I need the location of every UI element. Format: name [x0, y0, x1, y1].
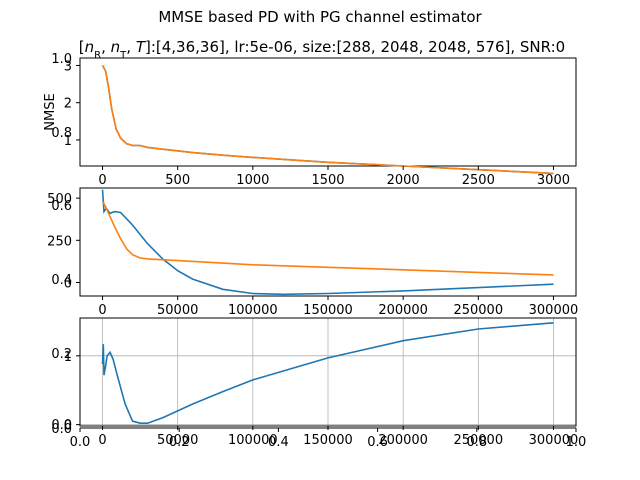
panel-middle: 0 50000 100000 150000 200000 250000 300000 0 25…: [47, 187, 579, 318]
top-series-line-1: [101, 65, 554, 175]
outer-x-ticks: 0.0 0.2 0.4 0.6 0.8 1.0: [70, 428, 587, 450]
bottom-x-tick-label: 150000: [303, 433, 353, 448]
bottom-x-tick-label: 250000: [453, 433, 503, 448]
middle-y2-tick-label: 0.4: [51, 273, 72, 288]
bottom-x-tick-label: 300000: [529, 433, 579, 448]
middle-y-tick-label: 0: [64, 277, 72, 292]
y-axis-label: NMSE: [43, 93, 58, 130]
middle-x-tick-label: 200000: [378, 303, 428, 318]
bottom-x-tick-label: 50000: [157, 433, 198, 448]
middle-series-line-0: [101, 189, 554, 296]
panel-middle-frame: [79, 187, 577, 297]
panel-top-frame: [79, 57, 577, 167]
top-x-tick-label: 1500: [311, 173, 344, 188]
bottom-x-tick-label: 200000: [378, 433, 428, 448]
bottom-series-line-0: [101, 322, 554, 424]
top-x-tick-label: 2000: [387, 173, 420, 188]
top-x-tick-label: 0: [98, 173, 106, 188]
outer-x-tick-label: 0.0: [70, 435, 91, 450]
panel-top: 0 500 1000 1500 2000 2500 3000 1 2 3 0.8 1.0 NMSE: [43, 52, 577, 188]
bottom-y-tick-label: 1: [64, 350, 72, 365]
middle-x-tick-label: 100000: [228, 303, 278, 318]
bottom-y-tick-label: 0: [64, 419, 72, 434]
outer-x-tick-label: 1.0: [566, 435, 587, 450]
middle-x-tick-label: 300000: [529, 303, 579, 318]
figure-title: MMSE based PD with PG channel estimator: [158, 8, 482, 26]
middle-y2-tick-label: 0.6: [51, 199, 72, 214]
outer-y-tick-label: 0.0: [51, 422, 72, 437]
middle-y-tick-label: 250: [47, 234, 72, 249]
bottom-y2-tick-label: 0.0: [51, 418, 72, 433]
top-x-tick-label: 500: [165, 173, 190, 188]
middle-x-tick-label: 0: [98, 303, 106, 318]
top-x-tick-label: 3000: [537, 173, 570, 188]
top-x-tick-label: 1000: [236, 173, 269, 188]
bottom-y2-tick-label: 0.2: [51, 347, 72, 362]
top-y-tick-label: 3: [64, 59, 72, 74]
outer-x-tick-label: 0.4: [268, 435, 289, 450]
middle-x-tick-label: 250000: [453, 303, 503, 318]
bottom-x-tick-label: 100000: [228, 433, 278, 448]
outer-x-tick-label: 0.8: [466, 435, 487, 450]
top-series-line-0: [101, 65, 554, 175]
axes-title: [nR, nT, T]:[4,36,36], lr:5e-06, size:[2…: [79, 38, 565, 61]
outer-axes: 0.0 0.2 0.4 0.6 0.8 1.0 0.0: [51, 422, 586, 450]
panel-bottom: 0 50000 100000 150000 200000 250000 300000 010…: [51, 317, 579, 448]
top-y2-tick-label: 1.0: [51, 52, 72, 67]
outer-y-ticks: 0.0: [51, 422, 72, 437]
middle-y-tick-label: 500: [47, 192, 72, 207]
top-y2-tick-label: 0.8: [51, 126, 72, 141]
top-x-tick-label: 2500: [462, 173, 495, 188]
bottom-x-tick-label: 0: [98, 433, 106, 448]
middle-series-line-1: [101, 201, 554, 276]
outer-x-tick-label: 0.2: [169, 435, 190, 450]
middle-x-tick-label: 50000: [157, 303, 198, 318]
top-y-tick-label: 1: [64, 134, 72, 149]
outer-x-tick-label: 0.6: [367, 435, 388, 450]
middle-x-tick-label: 150000: [303, 303, 353, 318]
top-y-tick-label: 2: [64, 97, 72, 112]
